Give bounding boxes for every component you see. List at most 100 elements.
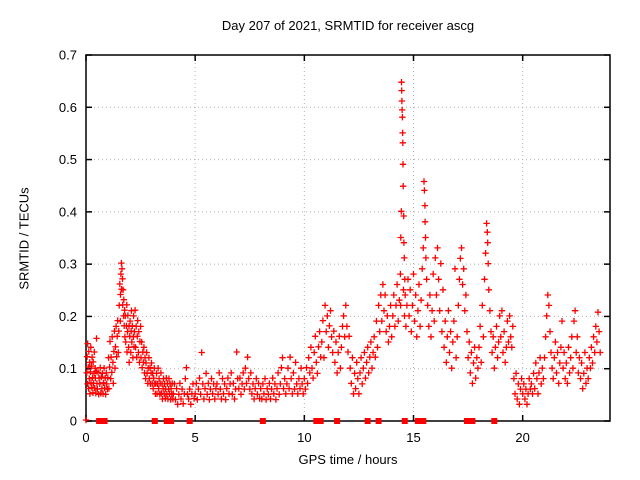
data-point-plus bbox=[565, 344, 572, 351]
data-point-plus bbox=[329, 349, 336, 356]
data-point-plus bbox=[398, 208, 405, 215]
data-point-plus bbox=[493, 323, 500, 330]
data-point-plus bbox=[559, 365, 567, 372]
data-point-plus bbox=[195, 385, 202, 393]
data-point-plus bbox=[514, 395, 521, 403]
y-tick-label: 0.5 bbox=[59, 152, 77, 167]
data-point-plus bbox=[526, 375, 533, 382]
data-point-plus bbox=[539, 365, 546, 372]
data-point-plus bbox=[259, 380, 267, 388]
data-point-plus bbox=[103, 380, 110, 388]
data-point-plus bbox=[154, 365, 162, 372]
data-point-plus bbox=[462, 291, 470, 299]
data-point-plus bbox=[122, 338, 129, 346]
data-point-plus bbox=[484, 229, 491, 236]
data-point-plus bbox=[213, 380, 221, 388]
data-point-plus bbox=[488, 349, 496, 356]
data-point-plus bbox=[254, 391, 261, 398]
data-point-plus bbox=[396, 297, 403, 304]
data-point-plus bbox=[461, 307, 468, 314]
data-point-plus bbox=[543, 312, 550, 320]
data-point-plus bbox=[269, 374, 276, 382]
zero-epoch-marker bbox=[469, 418, 476, 424]
data-point-plus bbox=[450, 317, 458, 325]
data-point-plus bbox=[399, 114, 406, 121]
data-point-plus bbox=[185, 395, 192, 403]
data-point-plus bbox=[466, 338, 473, 346]
data-point-plus bbox=[490, 333, 497, 340]
data-point-plus bbox=[248, 390, 256, 397]
data-point-plus bbox=[371, 333, 378, 340]
data-point-plus bbox=[294, 390, 301, 397]
data-point-plus bbox=[362, 374, 369, 382]
data-point-plus bbox=[335, 349, 342, 356]
data-point-plus bbox=[590, 333, 597, 340]
data-point-plus bbox=[175, 391, 182, 398]
data-point-plus bbox=[374, 344, 381, 351]
data-point-plus bbox=[105, 385, 113, 392]
zero-epoch-marker bbox=[259, 418, 266, 424]
data-point-plus bbox=[270, 390, 277, 397]
data-point-plus bbox=[286, 354, 294, 361]
data-point-plus bbox=[112, 343, 119, 350]
data-point-plus bbox=[204, 391, 211, 398]
data-point-plus bbox=[167, 385, 175, 392]
data-point-plus bbox=[228, 369, 235, 377]
data-point-plus bbox=[236, 374, 244, 382]
data-point-plus bbox=[506, 312, 513, 320]
data-point-plus bbox=[127, 349, 134, 356]
y-tick-label: 0.1 bbox=[59, 361, 77, 376]
data-point-plus bbox=[118, 265, 126, 272]
data-point-plus bbox=[267, 395, 274, 403]
data-point-plus bbox=[443, 359, 450, 366]
data-point-plus bbox=[512, 370, 520, 377]
data-point-plus bbox=[150, 374, 157, 382]
data-point-plus bbox=[498, 307, 506, 314]
data-point-plus bbox=[379, 281, 387, 288]
data-point-plus bbox=[325, 344, 332, 351]
data-point-plus bbox=[208, 375, 215, 382]
data-point-plus bbox=[206, 396, 213, 403]
y-tick-label: 0.6 bbox=[59, 100, 77, 115]
data-point-plus bbox=[309, 374, 317, 382]
plot-border bbox=[85, 54, 611, 422]
x-tick-label: 15 bbox=[406, 430, 420, 445]
data-point-plus bbox=[311, 349, 318, 356]
data-point-plus bbox=[586, 354, 593, 361]
data-point-plus bbox=[265, 391, 272, 398]
data-point-plus bbox=[106, 363, 113, 371]
data-point-plus bbox=[110, 380, 117, 387]
data-point-plus bbox=[375, 302, 382, 309]
data-point-plus bbox=[327, 307, 334, 314]
data-point-plus bbox=[432, 254, 439, 262]
data-point-plus bbox=[393, 281, 401, 288]
data-point-plus bbox=[205, 380, 212, 387]
data-point-plus bbox=[578, 359, 585, 367]
data-point-plus bbox=[132, 344, 139, 351]
data-point-plus bbox=[580, 370, 587, 377]
data-point-plus bbox=[126, 359, 133, 366]
data-point-plus bbox=[468, 349, 475, 356]
data-point-plus bbox=[518, 375, 525, 382]
data-point-plus bbox=[315, 343, 322, 350]
data-point-plus bbox=[473, 354, 480, 361]
data-point-plus bbox=[538, 380, 545, 388]
data-point-plus bbox=[457, 255, 464, 262]
data-point-plus bbox=[252, 385, 259, 392]
data-point-plus bbox=[349, 354, 356, 361]
data-point-plus bbox=[211, 395, 218, 403]
data-point-plus bbox=[367, 338, 375, 346]
data-point-plus bbox=[273, 385, 281, 392]
data-point-plus bbox=[562, 375, 569, 382]
data-point-plus bbox=[87, 344, 94, 351]
data-point-plus bbox=[240, 369, 247, 377]
data-point-plus bbox=[504, 317, 511, 325]
data-point-plus bbox=[487, 328, 495, 335]
data-point-plus bbox=[271, 380, 279, 388]
data-point-plus bbox=[378, 317, 385, 325]
zero-epoch-marker bbox=[317, 418, 324, 424]
data-point-plus bbox=[581, 349, 589, 356]
data-point-plus bbox=[554, 349, 561, 356]
data-point-plus bbox=[531, 385, 538, 392]
